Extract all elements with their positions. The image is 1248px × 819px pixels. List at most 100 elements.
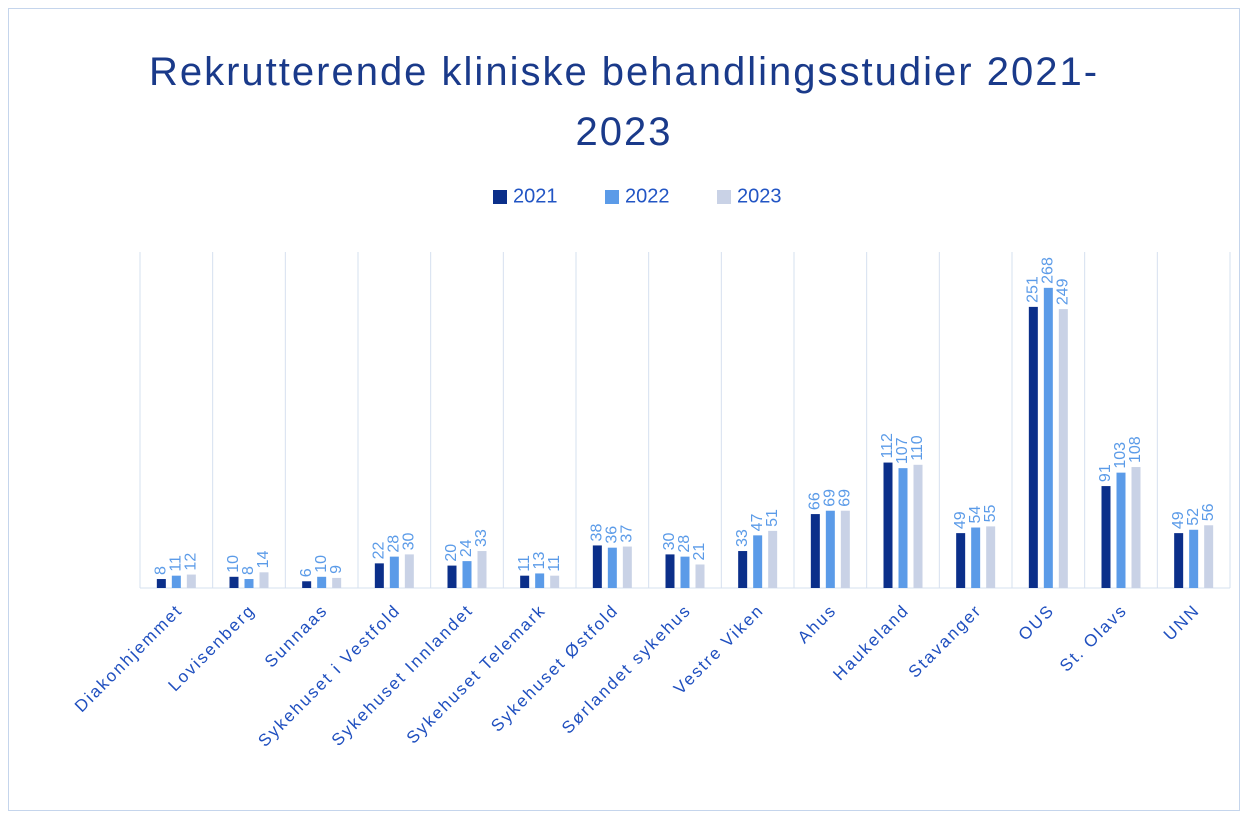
bar [592, 545, 602, 588]
bar [913, 464, 923, 588]
legend-swatch [605, 190, 619, 204]
x-tick-label: UNN [1160, 601, 1204, 645]
bar [535, 573, 545, 588]
bar [956, 533, 966, 588]
x-tick-label: Ahus [794, 601, 840, 647]
bar [317, 576, 327, 588]
value-label: 69 [822, 489, 839, 507]
x-tick-label: Sykehuset i Vestfold [254, 601, 404, 751]
value-label: 13 [531, 552, 548, 570]
bar [244, 579, 254, 588]
bar [550, 575, 560, 588]
value-label: 249 [1055, 278, 1072, 305]
bar [186, 574, 196, 588]
x-tick-label: Sykehuset Innlandet [328, 601, 477, 750]
value-label: 11 [546, 555, 563, 572]
x-tick-label: St. Olavs [1056, 601, 1131, 676]
value-label: 8 [153, 566, 170, 575]
value-label: 251 [1025, 276, 1042, 303]
value-label: 6 [298, 568, 315, 577]
x-tick-label: Diakonhjemmet [71, 601, 186, 716]
chart-frame [8, 8, 1240, 811]
value-label: 66 [807, 492, 824, 510]
value-label: 37 [619, 525, 636, 543]
bar [389, 556, 399, 588]
value-label: 33 [734, 529, 751, 547]
bar [810, 514, 820, 588]
bar [607, 547, 617, 588]
x-tick-label: OUS [1015, 601, 1059, 645]
chart-title: Rekrutterende kliniske behandlingsstudie… [148, 50, 1100, 154]
value-label: 33 [473, 529, 490, 547]
value-label: 36 [604, 526, 621, 544]
value-label: 24 [458, 539, 475, 557]
bar [302, 581, 312, 588]
value-label: 30 [401, 533, 418, 551]
value-label: 10 [313, 555, 330, 573]
value-label: 51 [764, 509, 781, 527]
bar [898, 468, 908, 588]
value-label: 268 [1040, 257, 1057, 284]
bar [462, 561, 472, 588]
legend-label: 2021 [513, 185, 558, 207]
value-label: 69 [837, 489, 854, 507]
value-label: 56 [1200, 503, 1217, 521]
value-label: 28 [676, 535, 693, 553]
bar [1101, 486, 1111, 588]
value-label: 38 [589, 524, 606, 542]
x-tick-label: Stavanger [905, 601, 986, 682]
bar [680, 556, 690, 588]
bar [374, 563, 384, 588]
bar [768, 530, 778, 588]
value-label: 54 [967, 506, 984, 524]
bar [1043, 287, 1053, 588]
legend-swatch [493, 190, 507, 204]
value-label: 20 [443, 544, 460, 562]
bar [622, 546, 632, 588]
value-label: 112 [879, 433, 896, 459]
value-label: 49 [1170, 511, 1187, 529]
bar [665, 554, 675, 588]
bar [1189, 529, 1199, 588]
value-label: 14 [255, 550, 272, 568]
legend-swatch [717, 190, 731, 204]
bar [738, 551, 748, 588]
value-label: 28 [386, 535, 403, 553]
legend-label: 2023 [737, 185, 782, 207]
value-label: 12 [183, 553, 200, 571]
x-tick-label: Sørlandet sykehus [558, 601, 695, 738]
bar [259, 572, 269, 588]
value-label: 49 [952, 511, 969, 529]
value-label: 8 [240, 566, 257, 575]
bar [171, 575, 181, 588]
value-label: 91 [1097, 464, 1114, 482]
bar [883, 462, 893, 588]
value-label: 107 [894, 437, 911, 464]
bar [1204, 525, 1214, 588]
bar [229, 576, 239, 588]
value-label: 21 [691, 543, 708, 561]
value-label: 22 [371, 541, 388, 559]
bar [695, 564, 705, 588]
bar [332, 577, 342, 588]
bar [447, 565, 457, 588]
x-tick-label: Haukeland [829, 601, 913, 685]
bar [753, 535, 763, 588]
bar [1058, 309, 1068, 588]
bar [986, 526, 996, 588]
bar [1131, 467, 1141, 588]
x-tick-label: Sunnaas [261, 601, 332, 672]
value-label: 47 [749, 513, 766, 531]
value-label: 55 [982, 505, 999, 523]
bar [971, 527, 981, 588]
value-label: 103 [1112, 442, 1129, 469]
legend-label: 2022 [625, 185, 670, 207]
value-label: 52 [1185, 508, 1202, 526]
value-label: 11 [516, 555, 533, 572]
bar [1174, 533, 1184, 588]
x-tick-label: Sykehuset Telemark [403, 601, 550, 748]
bar [1028, 306, 1038, 588]
value-label: 11 [168, 555, 185, 572]
